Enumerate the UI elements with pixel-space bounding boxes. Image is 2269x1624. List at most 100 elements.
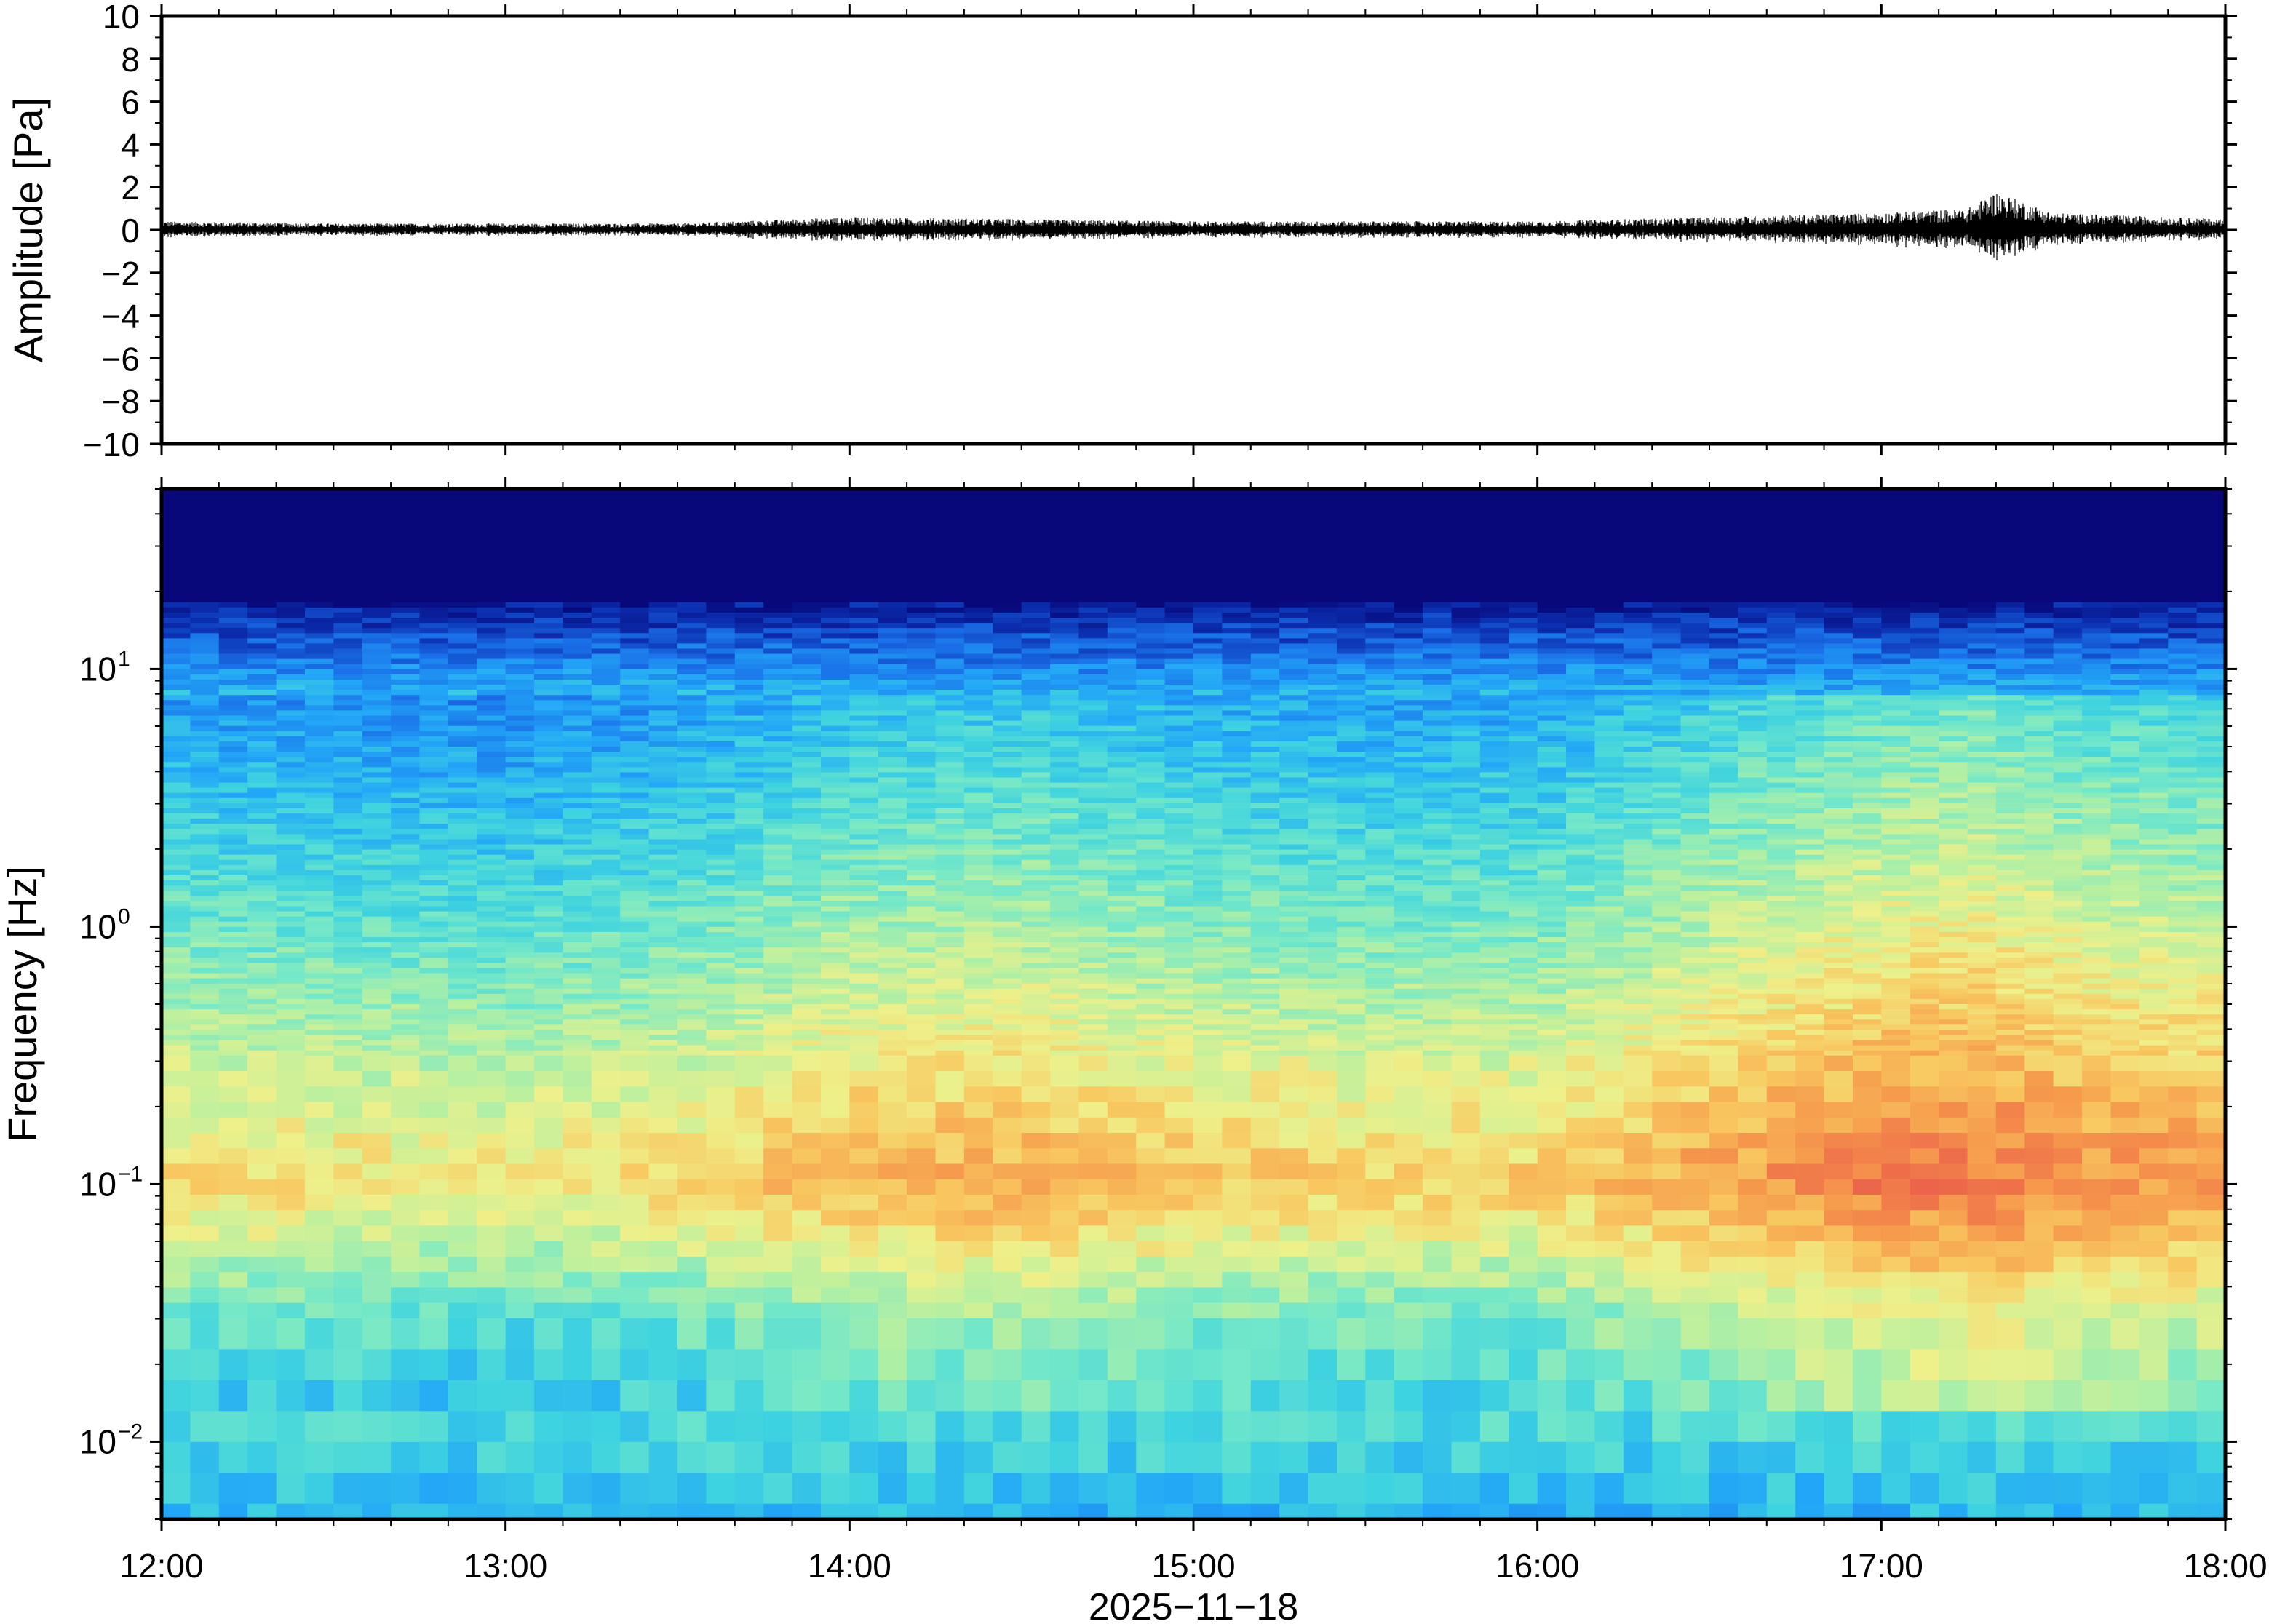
spectrogram-cell [448, 685, 477, 690]
spectrogram-cell [477, 901, 506, 907]
spectrogram-cell [963, 489, 993, 495]
spectrogram-cell [448, 824, 477, 829]
spectrogram-cell [1164, 705, 1194, 712]
spectrogram-cell [362, 1050, 392, 1056]
spectrogram-cell [620, 725, 650, 732]
spectrogram-cell [162, 926, 191, 933]
spectrogram-cell [419, 1030, 449, 1036]
spectrogram-cell [218, 535, 248, 541]
spectrogram-cell [792, 1024, 822, 1030]
spectrogram-cell [1078, 916, 1108, 923]
spectrogram-cell [1050, 803, 1080, 809]
spectrogram-cell [820, 1071, 850, 1087]
spectrogram-cell [591, 1256, 621, 1273]
spectrogram-cell [362, 504, 392, 510]
spectrogram-cell [963, 695, 993, 701]
spectrogram-cell [218, 1256, 248, 1273]
spectrogram-cell [907, 1117, 937, 1134]
spectrogram-cell [734, 1256, 764, 1273]
spectrogram-cell [304, 1040, 334, 1046]
spectrogram-cell [1107, 530, 1137, 536]
spectrogram-cell [591, 1019, 621, 1025]
spectrogram-cell [477, 864, 506, 871]
spectrogram-cell [1164, 1473, 1194, 1505]
spectrogram-cell [333, 1194, 363, 1211]
spectrogram-cell [563, 566, 592, 572]
spectrogram-cell [620, 834, 650, 840]
spectrogram-cell [1050, 829, 1080, 835]
spectrogram-cell [419, 581, 449, 588]
spectrogram-cell [162, 762, 191, 768]
spectrogram-cell [276, 561, 306, 567]
spectrogram-cell [935, 942, 965, 948]
spectrogram-cell [276, 653, 306, 660]
spectrogram-cell [993, 561, 1022, 567]
spectrogram-cell [247, 787, 277, 794]
spectrogram-cell [362, 736, 392, 742]
spectrogram-cell [706, 1055, 736, 1072]
spectrogram-cell [563, 921, 592, 928]
spectrogram-cell [1078, 1019, 1108, 1025]
spectrogram-cell [820, 983, 850, 990]
spectrogram-cell [792, 633, 822, 639]
spectrogram-cell [907, 931, 937, 938]
spectrogram-cell [1021, 952, 1051, 958]
spectrogram-cell [362, 1302, 392, 1319]
spectrogram-cell [218, 973, 248, 979]
spectrogram-cell [763, 1045, 793, 1051]
spectrogram-cell [276, 607, 306, 613]
spectrogram-cell [706, 1148, 736, 1165]
spectrogram-cell [620, 880, 650, 886]
spectrogram-cell [792, 545, 822, 552]
spectrogram-cell [706, 891, 736, 896]
spectrogram-cell [993, 530, 1022, 536]
spectrogram-cell [1021, 819, 1051, 824]
spectrogram-cell [448, 813, 477, 819]
spectrogram-cell [505, 916, 535, 923]
spectrogram-cell [706, 998, 736, 1005]
spectrogram-cell [878, 685, 907, 690]
spectrogram-cell [849, 767, 879, 773]
spectrogram-cell [218, 891, 248, 896]
spectrogram-cell [963, 1302, 993, 1319]
spectrogram-cell [391, 875, 421, 881]
spectrogram-cell [849, 973, 879, 979]
spectrogram-cell [304, 581, 334, 588]
spectrogram-cell [218, 545, 248, 552]
spectrogram-cell [763, 509, 793, 515]
spectrogram-cell [963, 1503, 993, 1520]
spectrogram-cell [677, 504, 707, 510]
spectrogram-cell [734, 720, 764, 727]
spectrogram-cell [1107, 819, 1137, 824]
spectrogram-cell [1164, 813, 1194, 819]
spectrogram-cell [362, 669, 392, 675]
spectrogram-cell [1050, 854, 1080, 861]
spectrogram-cell [734, 664, 764, 670]
spectrogram-cell [591, 736, 621, 742]
spectrogram-cell [1164, 839, 1194, 845]
spectrogram-cell [534, 772, 564, 779]
spectrogram-cell [1078, 896, 1108, 901]
spectrogram-cell [763, 952, 793, 958]
spectrogram-cell [448, 525, 477, 531]
spectrogram-cell [247, 674, 277, 680]
spectrogram-cell [362, 1071, 392, 1087]
spectrogram-cell [1078, 592, 1108, 598]
spectrogram-cell [419, 792, 449, 799]
spectrogram-cell [218, 586, 248, 593]
spectrogram-cell [218, 690, 248, 696]
spectrogram-cell [1107, 1071, 1137, 1087]
spectrogram-cell [878, 633, 907, 639]
spectrogram-cell [162, 1163, 191, 1180]
spectrogram-cell [620, 797, 650, 804]
spectrogram-cell [534, 947, 564, 953]
spectrogram-cell [333, 658, 363, 665]
spectrogram-cell [333, 1040, 363, 1046]
spectrogram-cell [963, 1133, 993, 1149]
spectrogram-cell [620, 509, 650, 515]
spectrogram-cell [419, 1014, 449, 1020]
spectrogram-cell [907, 1086, 937, 1103]
spectrogram-cell [218, 880, 248, 886]
spectrogram-cell [820, 931, 850, 938]
spectrogram-cell [734, 772, 764, 779]
